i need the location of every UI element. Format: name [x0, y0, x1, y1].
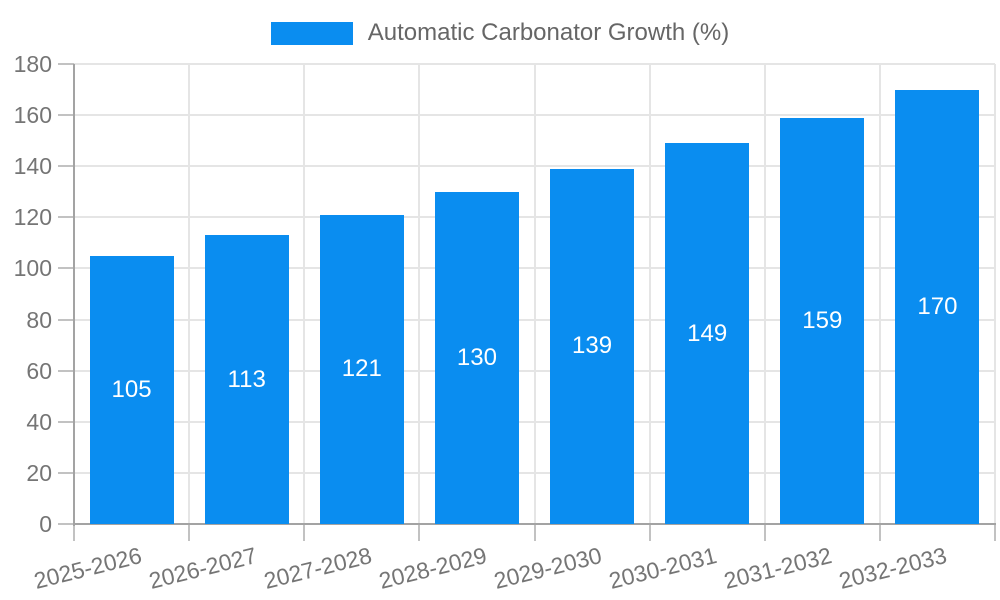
bar-value-label: 149: [687, 319, 728, 347]
y-tick-mark: [58, 114, 74, 117]
y-tick-label: 160: [13, 102, 52, 129]
gridline-vertical: [878, 64, 881, 524]
bar-value-label: 113: [227, 365, 266, 393]
gridline-vertical: [994, 64, 996, 524]
y-tick-mark: [58, 318, 74, 321]
legend-label: Automatic Carbonator Growth (%): [367, 19, 730, 46]
x-tick-label: 2027-2028: [261, 542, 375, 594]
gridline-vertical: [418, 64, 421, 524]
y-tick-label: 60: [26, 357, 52, 384]
y-tick-mark: [58, 165, 74, 168]
x-tick-label: 2028-2029: [376, 542, 490, 594]
y-tick-label: 20: [26, 459, 52, 486]
legend-swatch: [270, 21, 353, 45]
gridline-vertical: [763, 64, 766, 524]
y-tick-label: 180: [13, 51, 52, 77]
bar-value-label: 130: [456, 343, 497, 371]
x-tick-mark: [418, 525, 421, 541]
x-tick-label: 2031-2032: [721, 542, 835, 594]
bar-value-label: 159: [802, 306, 843, 334]
y-tick-mark: [58, 267, 74, 270]
x-tick-label: 2026-2027: [145, 542, 259, 594]
x-tick-mark: [648, 525, 651, 541]
bar-2027-2028[interactable]: 121: [319, 214, 404, 524]
x-tick-mark: [73, 525, 75, 541]
bar-value-label: 170: [917, 292, 958, 320]
bar-value-label: 121: [341, 355, 382, 383]
x-tick-mark: [303, 525, 306, 541]
x-tick-label: 2032-2033: [836, 542, 950, 594]
legend[interactable]: Automatic Carbonator Growth (%): [0, 19, 1000, 47]
x-tick-label: 2025-2026: [30, 542, 144, 594]
y-tick-label: 120: [13, 204, 52, 231]
gridline-vertical: [303, 64, 306, 524]
gridline-vertical: [648, 64, 651, 524]
x-tick-label: 2029-2030: [491, 542, 605, 594]
y-axis-line: [73, 64, 75, 526]
bar-2028-2029[interactable]: 130: [434, 191, 519, 524]
bar-2026-2027[interactable]: 113: [204, 235, 289, 524]
bar-2025-2026[interactable]: 105: [89, 255, 174, 524]
y-tick-label: 140: [13, 153, 52, 180]
y-tick-mark: [58, 471, 74, 474]
bar-value-label: 139: [572, 332, 613, 360]
x-tick-mark: [994, 525, 996, 541]
bar-2031-2032[interactable]: 159: [780, 117, 865, 524]
y-tick-mark: [58, 369, 74, 372]
x-tick-label: 2030-2031: [606, 542, 720, 594]
x-tick-mark: [533, 525, 536, 541]
y-tick-mark: [58, 420, 74, 423]
y-tick-label: 0: [39, 511, 52, 537]
x-axis-line: [73, 523, 996, 525]
bar-2029-2030[interactable]: 139: [550, 168, 635, 524]
y-tick-mark: [58, 216, 74, 219]
y-tick-mark: [58, 523, 74, 525]
bar-value-label: 105: [111, 375, 152, 403]
y-tick-mark: [58, 63, 74, 65]
gridline-vertical: [188, 64, 191, 524]
y-tick-label: 40: [26, 408, 52, 435]
gridline-vertical: [533, 64, 536, 524]
x-tick-mark: [763, 525, 766, 541]
y-tick-label: 80: [26, 306, 52, 333]
x-tick-mark: [878, 525, 881, 541]
x-tick-mark: [188, 525, 191, 541]
y-tick-label: 100: [13, 255, 52, 282]
bar-2032-2033[interactable]: 170: [895, 89, 980, 524]
bar-2030-2031[interactable]: 149: [665, 143, 750, 524]
